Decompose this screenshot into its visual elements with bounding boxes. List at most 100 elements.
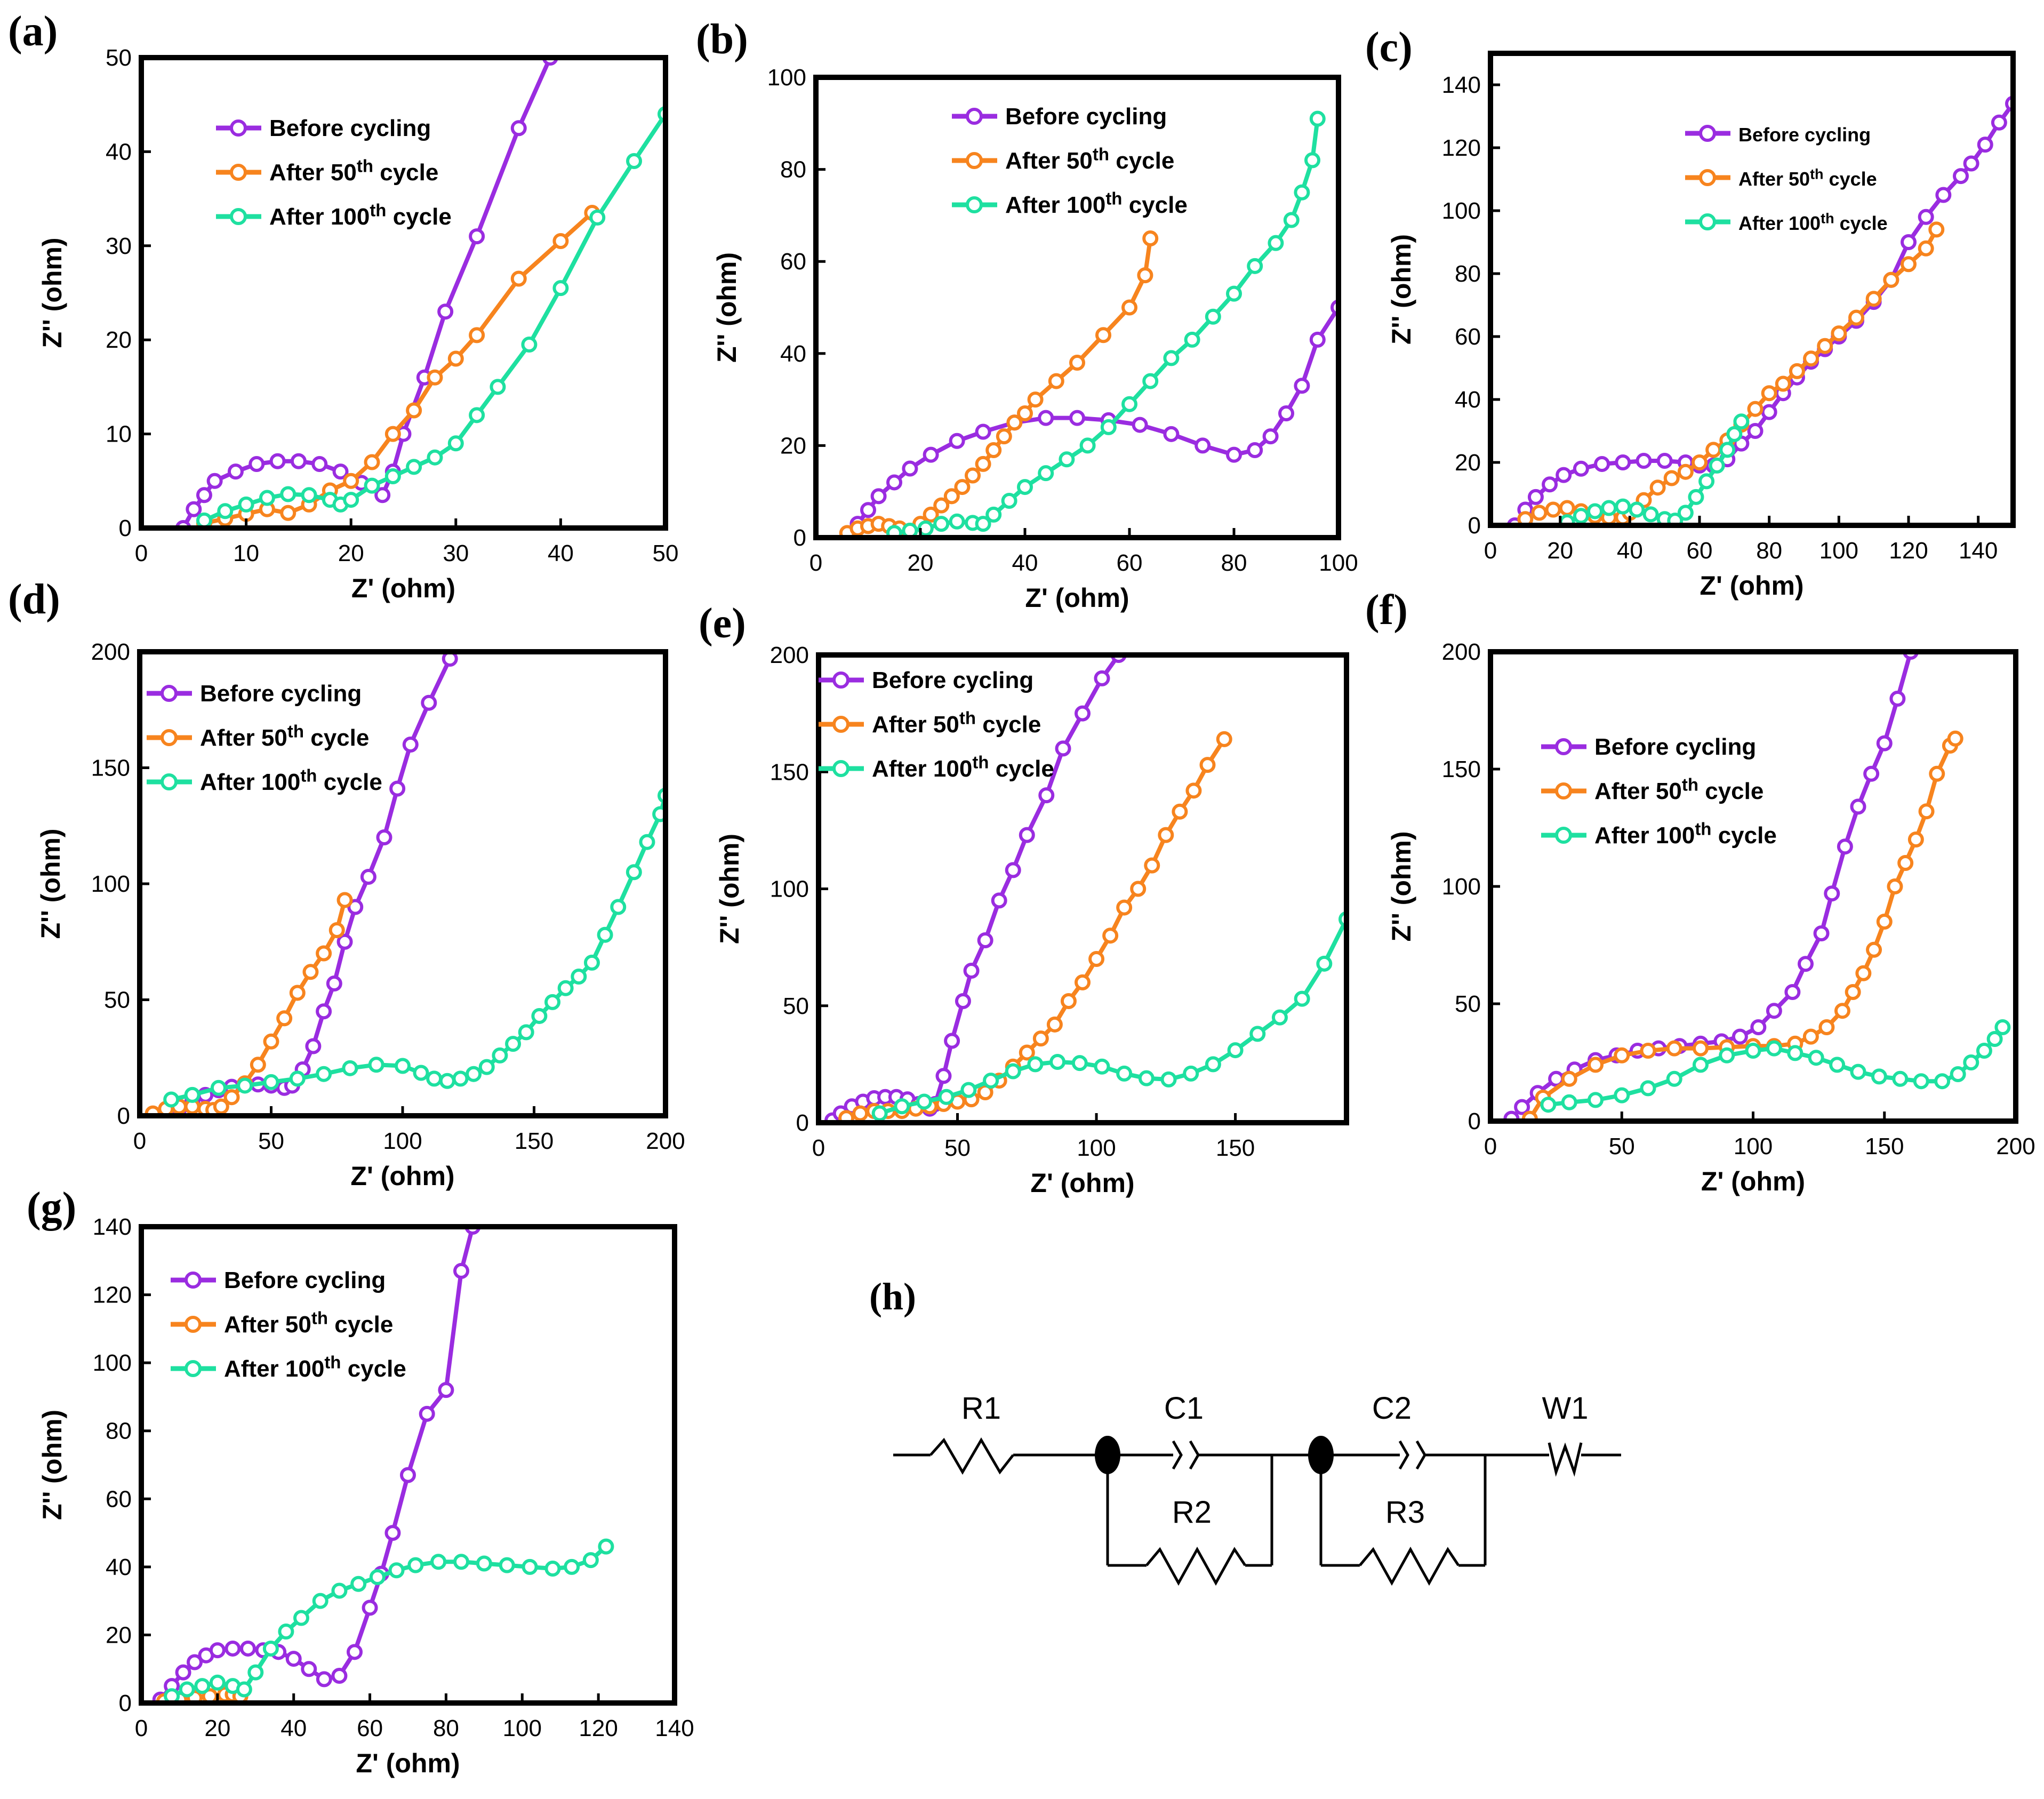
x-axis-title: Z' (ohm) <box>351 573 455 603</box>
data-point <box>426 1070 443 1087</box>
series-after-100th-cycle <box>1559 413 1750 525</box>
data-point <box>583 954 600 971</box>
data-point <box>332 463 349 480</box>
data-point <box>589 209 606 226</box>
legend-marker <box>966 108 983 125</box>
data-point <box>1693 1057 1709 1073</box>
x-tick-label: 0 <box>1484 538 1497 564</box>
data-point <box>1032 1030 1049 1047</box>
data-point <box>985 506 1002 523</box>
data-point <box>944 1033 960 1049</box>
legend-marker <box>966 152 983 169</box>
plot-frame <box>1488 51 2016 528</box>
legend-label: After 50th cycle <box>269 156 438 186</box>
data-point <box>943 488 960 505</box>
y-tick-label: 30 <box>106 233 132 259</box>
data-point <box>1038 465 1054 482</box>
data-point <box>1121 396 1137 412</box>
data-point <box>1205 308 1221 325</box>
y-tick-label: 100 <box>767 65 806 91</box>
data-point <box>305 1038 322 1054</box>
x-axis-title: Z' (ohm) <box>356 1748 460 1778</box>
data-point <box>1963 1054 1979 1070</box>
data-point <box>838 1110 855 1123</box>
data-point <box>223 1089 240 1106</box>
data-point <box>1163 350 1180 366</box>
data-point <box>210 1080 227 1096</box>
legend-label: After 50th cycle <box>200 722 369 751</box>
data-point <box>639 834 655 850</box>
y-tick-label: 140 <box>1442 72 1481 98</box>
data-point <box>1001 492 1017 509</box>
y-tick-label: 150 <box>1442 756 1481 782</box>
panel-label: (a) <box>8 8 58 55</box>
data-point <box>278 1624 294 1640</box>
x-tick-label: 60 <box>1687 538 1713 564</box>
legend-label: Before cycling <box>200 681 362 707</box>
data-point <box>478 1059 495 1075</box>
data-point <box>1666 1070 1682 1087</box>
data-point <box>406 459 422 475</box>
y-tick-label: 0 <box>119 1690 132 1716</box>
y-tick-label: 40 <box>780 341 806 367</box>
data-point <box>1017 405 1033 421</box>
legend-label: After 50th cycle <box>872 708 1041 738</box>
data-point <box>1855 965 1872 981</box>
series-line <box>1513 102 2013 525</box>
data-point <box>582 1552 599 1569</box>
capacitor-c2-plate <box>1398 1440 1409 1470</box>
data-point <box>250 1057 266 1073</box>
data-point <box>886 474 902 491</box>
legend-label: Before cycling <box>224 1267 386 1293</box>
panel-label-h: (h) <box>869 1275 916 1318</box>
x-axis-title: Z' (ohm) <box>1025 583 1129 613</box>
data-point <box>1069 355 1085 371</box>
legend-label: After 50th cycle <box>1594 775 1764 804</box>
data-point <box>1636 453 1652 469</box>
data-point <box>1249 1026 1266 1042</box>
data-point <box>870 488 887 505</box>
data-point <box>1817 338 1833 354</box>
data-point <box>388 1562 405 1579</box>
data-point <box>954 479 971 495</box>
data-point <box>916 1093 932 1110</box>
data-point <box>1227 1042 1244 1059</box>
legend-label: After 100th cycle <box>1594 819 1777 849</box>
data-point <box>347 1644 363 1660</box>
panel-label: (b) <box>696 16 748 63</box>
x-tick-label: 100 <box>1819 538 1858 564</box>
data-point <box>206 473 223 489</box>
x-tick-label: 0 <box>135 540 148 566</box>
y-tick-label: 150 <box>91 755 130 781</box>
data-point <box>1038 410 1054 426</box>
data-point <box>1629 501 1645 518</box>
data-point <box>1901 256 1917 273</box>
data-point <box>1918 209 1934 225</box>
data-point <box>1719 1047 1735 1064</box>
data-point <box>331 1667 348 1684</box>
x-tick-label: 150 <box>1216 1135 1255 1161</box>
series-after-50th-cycle <box>839 230 1159 538</box>
data-point <box>316 1066 332 1082</box>
x-tick-label: 100 <box>503 1715 542 1741</box>
data-point <box>1055 740 1071 757</box>
data-point <box>301 487 317 503</box>
data-point <box>1137 267 1153 284</box>
y-tick-label: 120 <box>93 1282 132 1308</box>
data-point <box>259 490 275 506</box>
y-tick-label: 50 <box>1455 991 1481 1017</box>
data-point <box>1138 1070 1155 1086</box>
chart-c: (c) 0 20 40 60 80 100 120 140 0 20 40 60 80 100 120 140 Z… <box>1365 24 2016 601</box>
legend-marker <box>230 119 247 137</box>
series-after-50th-cycle <box>1521 730 1963 1121</box>
x-tick-label: 20 <box>204 1715 230 1741</box>
legend-marker <box>832 760 849 777</box>
data-point <box>347 899 364 915</box>
data-point <box>227 463 244 480</box>
data-point <box>1100 419 1117 435</box>
legend-label: After 100th cycle <box>1738 210 1888 234</box>
data-point <box>1531 505 1548 521</box>
y-tick-label: 140 <box>93 1214 132 1240</box>
capacitor-c1-plate <box>1172 1440 1183 1470</box>
data-point <box>1698 473 1715 490</box>
